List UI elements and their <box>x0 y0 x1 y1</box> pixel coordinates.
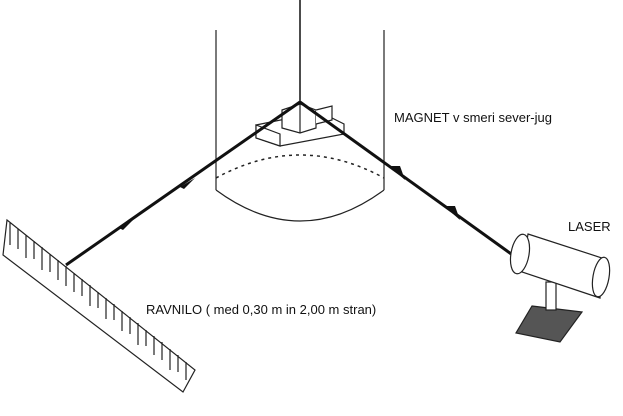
ruler-label: RAVNILO ( med 0,30 m in 2,00 m stran) <box>146 302 377 317</box>
laser-base-plate <box>515 305 584 343</box>
light-beam <box>65 100 515 267</box>
arrow-icon <box>180 178 195 189</box>
beam-direction-arrows <box>119 166 460 230</box>
arrow-icon <box>389 166 405 180</box>
ruler-scale <box>2 218 196 393</box>
laser-aperture <box>509 233 531 275</box>
magnet-label: MAGNET v smeri sever-jug <box>394 110 552 125</box>
magnet-with-mirror <box>255 103 345 147</box>
laser-label: LASER <box>568 219 611 234</box>
laser-body <box>521 233 603 299</box>
laser-device <box>509 233 611 343</box>
arrow-icon <box>119 219 134 230</box>
arrow-icon <box>444 206 460 220</box>
laser-stand <box>545 281 557 311</box>
